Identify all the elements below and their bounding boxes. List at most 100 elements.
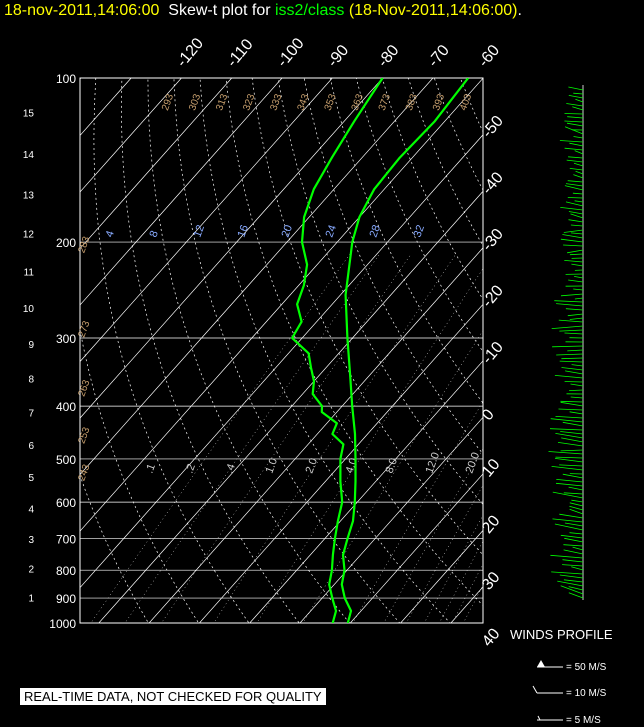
dry-adiabat	[80, 474, 149, 623]
wind-barb	[556, 303, 584, 307]
wind-barb	[563, 244, 584, 247]
chart-title: 18-nov-2011,14:06:00 Skew-t plot for iss…	[4, 2, 522, 20]
wind-barb	[568, 211, 584, 215]
dry-adiabat	[486, 78, 644, 635]
wind-barb	[561, 367, 584, 371]
mixing-ratio-label: 1.0	[264, 457, 281, 475]
wind-legend-50: = 50 M/S	[566, 662, 607, 673]
wind-barb	[567, 349, 584, 352]
mixing-ratio-label: 28	[368, 223, 383, 239]
wind-barb	[554, 458, 584, 463]
wind-barb	[571, 263, 584, 267]
wind-barb	[570, 224, 584, 227]
isotherm-line	[400, 529, 483, 623]
wind-barb	[556, 353, 584, 356]
wind-barb	[568, 95, 584, 99]
adiabat-label: 273	[76, 319, 92, 339]
isotherm-line	[80, 78, 233, 250]
wind-barb	[551, 325, 584, 329]
adiabat-label: 333	[268, 92, 284, 112]
wind-barb	[569, 411, 584, 415]
wind-barb	[568, 592, 584, 599]
wind-barb	[556, 479, 584, 483]
dry-adiabat	[93, 78, 250, 623]
isotherm-label: -100	[274, 35, 308, 71]
mixing-ratio-label: 8	[148, 229, 161, 239]
wind-barb	[564, 185, 584, 191]
mixing-ratio-label: 8.0	[384, 457, 401, 475]
wind-barb	[567, 197, 584, 199]
wind-barb	[573, 288, 584, 291]
adiabat-label: 323	[241, 92, 257, 112]
height-tick-7: 7	[28, 408, 34, 419]
wind-barb	[569, 502, 584, 507]
wind-barb	[564, 120, 584, 123]
mixing-ratio-line	[213, 253, 457, 623]
title-suffix: .	[517, 2, 522, 19]
wind-barb	[560, 401, 584, 407]
wind-barb	[555, 482, 584, 487]
adiabat-label: 393	[431, 92, 447, 112]
adiabat-label: 253	[76, 425, 92, 445]
isotherm-line	[249, 360, 483, 623]
wind-barb	[565, 370, 584, 375]
wind-barb	[560, 293, 584, 297]
isotherm-line	[299, 416, 483, 623]
wind-barb	[569, 532, 584, 535]
mixing-ratio-label: 24	[324, 223, 339, 239]
height-tick-1: 1	[28, 594, 34, 605]
wind-barb	[569, 317, 584, 320]
wind-barb	[568, 219, 584, 223]
wind-barb	[549, 428, 584, 431]
wind-barb	[564, 126, 584, 135]
wind-barb	[569, 389, 584, 391]
pressure-tick-900: 900	[56, 592, 76, 606]
isotherm-line	[80, 78, 383, 419]
wind-barb	[560, 207, 584, 211]
wind-barb	[560, 238, 584, 243]
mixing-ratio-label: 12	[192, 223, 207, 239]
wind-barb	[566, 103, 584, 107]
wind-barb	[573, 162, 584, 167]
wind-barb	[561, 437, 584, 443]
wind-barb	[562, 473, 584, 479]
dry-adiabat	[538, 78, 644, 635]
isotherm-line	[199, 303, 483, 623]
height-tick-2: 2	[28, 565, 34, 576]
wind-barb	[575, 98, 584, 103]
wind-barb	[564, 332, 584, 335]
wind-legend-5: = 5 M/S	[566, 715, 601, 726]
isotherm-line	[80, 78, 283, 306]
wind-barb	[574, 297, 584, 300]
wind-barb	[564, 381, 584, 383]
quality-notice: REAL-TIME DATA, NOT CHECKED FOR QUALITY	[20, 688, 326, 705]
wind-barb	[563, 229, 584, 233]
dry-adiabat	[407, 78, 483, 247]
pressure-tick-600: 600	[56, 496, 76, 510]
isotherm-line	[98, 190, 483, 623]
wind-barb	[562, 234, 584, 239]
pressure-tick-1000: 1000	[49, 617, 76, 631]
dry-adiabat	[433, 78, 483, 191]
wind-barb	[551, 571, 584, 575]
title-paren: (18-Nov-2011,14:06:00)	[348, 2, 518, 19]
isotherm-label: -90	[324, 42, 352, 71]
adiabat-label: 373	[377, 92, 393, 112]
mixing-ratio-label: 16	[236, 223, 251, 239]
height-tick-15: 15	[23, 108, 35, 119]
wind-barb	[569, 168, 584, 171]
mixing-ratio-label: 32	[412, 223, 427, 239]
isotherm-label: -60	[475, 42, 503, 71]
wind-barb	[559, 574, 584, 579]
title-source: iss2/class	[275, 2, 345, 19]
wind-barb	[559, 360, 584, 363]
wind-barb	[571, 364, 584, 367]
mixing-ratio-label: .4	[224, 462, 238, 475]
mixing-ratio-line	[451, 563, 483, 623]
wind-barb	[564, 147, 584, 151]
dry-adiabat	[591, 78, 644, 635]
wind-barb	[563, 579, 584, 583]
wind-barb	[560, 449, 584, 452]
adiabat-label: 363	[350, 92, 366, 112]
wind-barb	[550, 418, 584, 423]
